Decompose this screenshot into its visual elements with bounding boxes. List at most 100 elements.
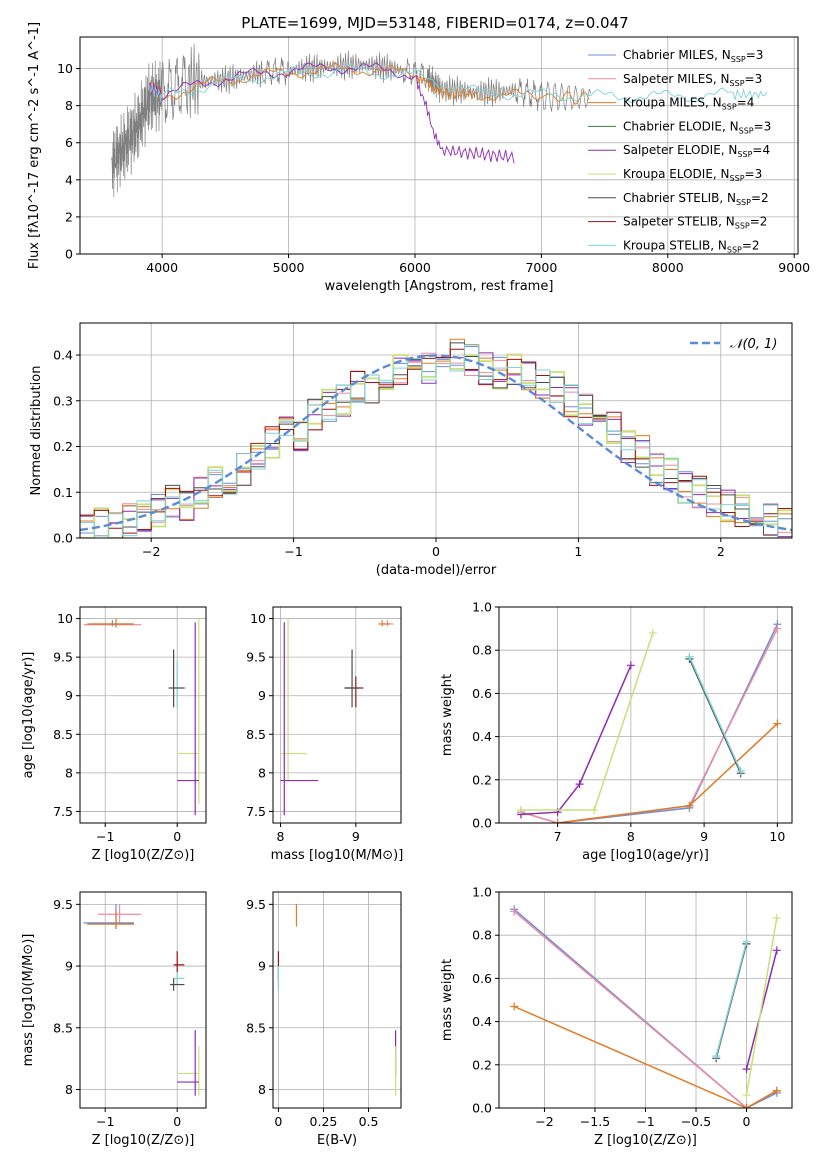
- x-axis-label: wavelength [Angstrom, rest frame]: [325, 279, 554, 294]
- series-line: [521, 632, 654, 811]
- y-tick-label: 9: [258, 959, 266, 974]
- legend-label: Salpeter MILES, NSSP=3: [623, 72, 762, 88]
- y-tick-label: 9.5: [246, 897, 266, 912]
- x-tick-label: 0.5: [359, 1114, 379, 1129]
- y-axis-label: age [log10(age/yr)]: [21, 652, 36, 779]
- y-tick-label: 0.4: [53, 348, 73, 363]
- legend: 𝒩(0, 1): [690, 337, 777, 352]
- plot-area: [83, 904, 200, 1096]
- y-tick-label: 8.5: [53, 727, 73, 742]
- x-tick-label: 5000: [273, 260, 305, 275]
- data-point: [685, 652, 694, 661]
- legend-label: Chabrier MILES, NSSP=3: [623, 48, 763, 64]
- data-point: [510, 1002, 519, 1011]
- data-point: [742, 1065, 751, 1074]
- x-tick-label: 0.25: [310, 1114, 338, 1129]
- x-tick-label: 9000: [778, 260, 810, 275]
- y-axis-label: mass weight: [440, 959, 455, 1041]
- y-tick-label: 0.4: [472, 729, 492, 744]
- y-tick-label: 9: [65, 959, 73, 974]
- plot-area: [80, 338, 792, 538]
- data-point: [772, 913, 781, 922]
- x-tick-label: −1: [96, 829, 114, 844]
- y-tick-label: 0: [65, 247, 73, 262]
- series-line: [513, 1005, 778, 1108]
- axes-frame: [79, 891, 207, 1109]
- x-tick-label: −1.5: [580, 1114, 610, 1129]
- legend-label: Chabrier ELODIE, NSSP=3: [623, 119, 771, 135]
- chart-spectrum: Chabrier MILES, NSSP=3 Salpeter MILES, NS…: [27, 22, 810, 294]
- data-point: [575, 780, 584, 789]
- data-point: [626, 661, 635, 670]
- y-tick-label: 2: [65, 209, 73, 224]
- legend: Chabrier MILES, NSSP=3 Salpeter MILES, NS…: [588, 48, 771, 254]
- y-tick-label: 7.5: [53, 804, 73, 819]
- data-point: [742, 1091, 751, 1100]
- x-tick-label: 9: [352, 829, 360, 844]
- y-tick-label: 4: [65, 172, 73, 187]
- y-tick-label: 10: [57, 61, 73, 76]
- histogram-step: [80, 344, 792, 538]
- data-point: [516, 806, 525, 815]
- series-line: [513, 908, 778, 1108]
- legend-label: Chabrier STELIB, NSSP=2: [623, 191, 769, 207]
- series-line: [111, 44, 592, 197]
- x-tick-label: 0: [743, 1114, 751, 1129]
- x-tick-label: 9: [700, 829, 708, 844]
- data-point: [772, 1086, 781, 1095]
- data-point: [685, 801, 694, 810]
- x-tick-label: −1: [636, 1114, 654, 1129]
- chart-mass_vs_Z: −1 0 8 8.5 9 9.5 Z [log10(Z/Z⊙)] mass [log10(M/…: [21, 891, 207, 1148]
- x-axis-label: Z [log10(Z/Z⊙)]: [92, 848, 195, 863]
- x-axis-label: mass [log10(M/M⊙)]: [271, 848, 404, 863]
- chart-age_vs_Z: −1 0 7.5 8 8.5 9 9.5 10 Z [log10(Z/Z⊙)] age [log1…: [21, 606, 207, 863]
- x-tick-label: 0: [173, 1114, 181, 1129]
- y-tick-label: 9.5: [53, 897, 73, 912]
- plot-area: [280, 618, 394, 816]
- y-tick-label: 8: [258, 765, 266, 780]
- y-axis-label: mass weight: [440, 674, 455, 756]
- series-line: [715, 941, 748, 1057]
- x-tick-label: 2: [717, 544, 725, 559]
- legend-label: Kroupa MILES, NSSP=4: [623, 96, 754, 112]
- plot-area: [111, 44, 768, 197]
- y-tick-label: 0.0: [472, 1101, 492, 1116]
- y-tick-label: 0.0: [472, 816, 492, 831]
- x-axis-label: age [log10(age/yr)]: [582, 848, 709, 863]
- y-tick-label: 7.5: [246, 804, 266, 819]
- series-line: [149, 62, 515, 164]
- y-tick-label: 8.5: [246, 1020, 266, 1035]
- series-line: [149, 62, 590, 105]
- y-tick-label: 8.5: [53, 1020, 73, 1035]
- x-tick-label: 7000: [525, 260, 557, 275]
- y-tick-label: 8: [258, 1082, 266, 1097]
- data-point: [773, 624, 782, 633]
- x-tick-label: −2: [535, 1114, 553, 1129]
- x-tick-label: −0.5: [681, 1114, 711, 1129]
- series-line: [520, 623, 779, 823]
- y-tick-label: 0.6: [472, 686, 492, 701]
- axes-frame: [79, 36, 799, 255]
- y-tick-label: 9.5: [53, 650, 73, 665]
- data-point: [742, 1104, 751, 1108]
- plot-area: [277, 904, 397, 1096]
- x-axis-label: Z [log10(Z/Z⊙)]: [594, 1133, 697, 1148]
- chart-weight_vs_Z: −2 −1.5 −1 −0.5 0 0.0 0.2 0.4 0.6 0.8 1.0 Z [log10(…: [440, 885, 793, 1148]
- y-tick-label: 9: [65, 688, 73, 703]
- legend-label: Kroupa STELIB, NSSP=2: [623, 238, 760, 254]
- axes-frame: [272, 606, 402, 824]
- chart-age_vs_mass: 8 9 7.5 8 8.5 9 9.5 10 mass [log10(M/M⊙)]: [246, 606, 404, 863]
- data-point: [648, 628, 657, 637]
- x-axis-label: E(B-V): [317, 1133, 357, 1148]
- series-line: [688, 658, 742, 774]
- y-tick-label: 1.0: [472, 600, 492, 615]
- y-tick-label: 0.2: [472, 772, 492, 787]
- chart-mass_vs_EBV: 0 0.25 0.5 8 8.5 9 9.5 E(B-V): [246, 891, 402, 1148]
- plot-area: [83, 618, 200, 816]
- y-axis-label: Normed distribution: [29, 366, 44, 496]
- x-tick-label: −2: [142, 544, 160, 559]
- y-axis-label: mass [log10(M/M⊙)]: [21, 934, 36, 1067]
- y-tick-label: 10: [250, 611, 266, 626]
- x-axis-label: (data-model)/error: [376, 563, 497, 578]
- data-point: [736, 767, 745, 776]
